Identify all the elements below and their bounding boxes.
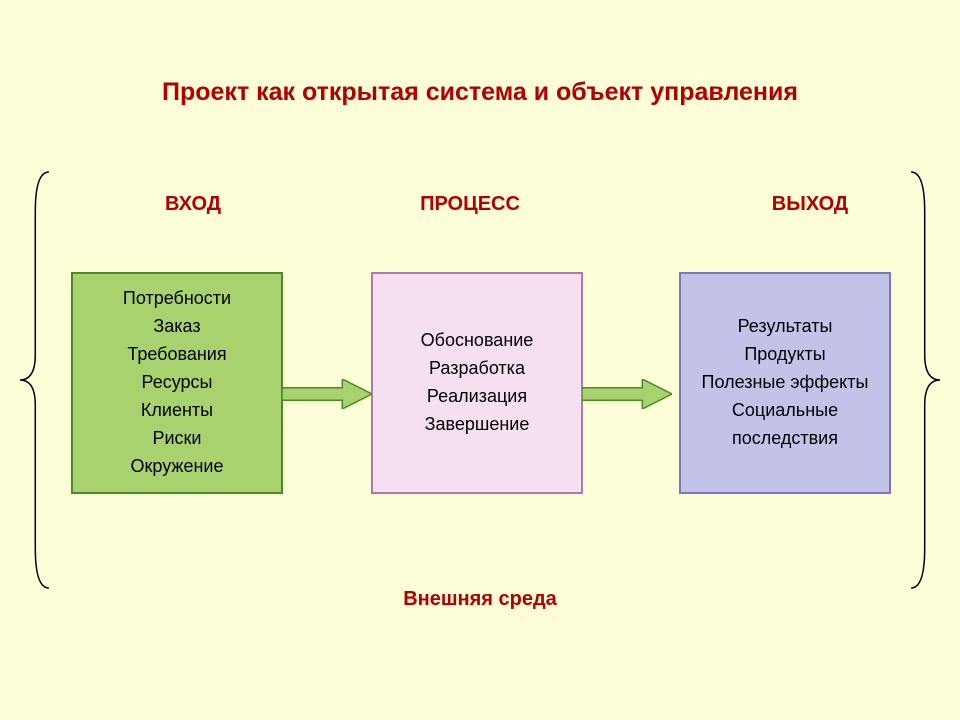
brace-left-icon bbox=[20, 170, 54, 590]
box-output: РезультатыПродуктыПолезные эффектыСоциал… bbox=[679, 272, 891, 494]
footer-label: Внешняя среда bbox=[0, 588, 960, 611]
box-output-line: Полезные эффекты bbox=[702, 369, 869, 397]
box-output-line: Результаты bbox=[738, 313, 833, 341]
box-input-line: Риски bbox=[153, 425, 202, 453]
box-input-line: Ресурсы bbox=[142, 369, 213, 397]
box-input-line: Клиенты bbox=[141, 397, 213, 425]
box-process: ОбоснованиеРазработкаРеализацияЗавершени… bbox=[371, 272, 583, 494]
box-input: ПотребностиЗаказТребованияРесурсыКлиенты… bbox=[71, 272, 283, 494]
brace-right-icon bbox=[906, 170, 940, 590]
box-output-line: Социальные последствия bbox=[681, 397, 889, 453]
box-process-line: Разработка bbox=[429, 355, 525, 383]
box-output-line: Продукты bbox=[744, 341, 825, 369]
box-input-line: Заказ bbox=[153, 313, 200, 341]
arrow-process-to-output bbox=[582, 379, 672, 409]
box-input-line: Окружение bbox=[131, 453, 224, 481]
box-process-line: Обоснование bbox=[421, 327, 534, 355]
header-process: ПРОЦЕСС bbox=[395, 193, 545, 216]
box-input-line: Потребности bbox=[123, 285, 231, 313]
box-process-line: Реализация bbox=[427, 383, 527, 411]
header-output: ВЫХОД bbox=[735, 193, 885, 216]
arrow-input-to-process bbox=[282, 379, 372, 409]
slide-title: Проект как открытая система и объект упр… bbox=[0, 78, 960, 107]
box-process-line: Завершение bbox=[425, 411, 530, 439]
box-input-line: Требования bbox=[127, 341, 226, 369]
header-input: ВХОД bbox=[118, 193, 268, 216]
slide: Проект как открытая система и объект упр… bbox=[0, 0, 960, 720]
